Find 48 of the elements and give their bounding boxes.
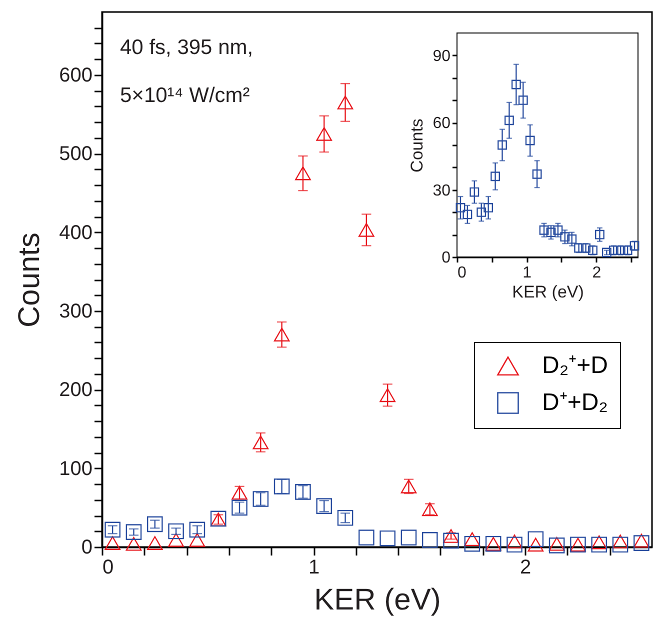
point — [616, 246, 626, 255]
point — [518, 95, 528, 105]
y-tick-label: 500 — [59, 143, 92, 166]
annotation: 40 fs, 395 nm, — [120, 36, 254, 59]
y-axis-title: Counts — [408, 118, 427, 172]
annotation: 5×10¹⁴ W/cm² — [120, 84, 250, 107]
point — [553, 225, 563, 235]
point — [525, 136, 535, 146]
y-tick-label: 600 — [59, 64, 92, 86]
point — [608, 246, 618, 255]
y-tick-label: 60 — [432, 115, 451, 132]
point — [476, 207, 486, 217]
x-tick-label: 2 — [520, 556, 532, 578]
y-tick-label: 90 — [432, 48, 451, 65]
y-axis-title: Counts — [13, 232, 46, 328]
y-tick-label: 30 — [432, 182, 451, 200]
point — [490, 172, 500, 182]
x-tick-label: 1 — [308, 556, 320, 578]
x-axis-title: KER (eV) — [512, 282, 584, 302]
y-tick-label: 400 — [59, 222, 92, 244]
x-axis-title: KER (eV) — [314, 584, 441, 616]
point — [560, 232, 570, 242]
point — [498, 140, 507, 150]
x-tick-label: 0 — [458, 264, 466, 282]
point — [588, 246, 598, 255]
legend-label: D⁺+D₂ — [542, 389, 608, 416]
point — [581, 243, 590, 253]
point — [462, 210, 472, 220]
x-tick-label: 2 — [592, 264, 602, 282]
y-tick-label: 100 — [59, 458, 92, 480]
point — [504, 116, 514, 126]
y-tick-label: 300 — [59, 300, 92, 322]
point — [595, 230, 604, 240]
legend-label: D₂⁺+D — [542, 352, 608, 379]
point — [470, 187, 480, 197]
point — [532, 169, 542, 179]
y-tick-label: 200 — [59, 379, 92, 402]
point — [546, 228, 556, 238]
point — [484, 203, 494, 212]
x-tick-label: 1 — [522, 264, 532, 282]
y-tick-label: 0 — [442, 250, 451, 266]
point — [567, 234, 577, 244]
point — [539, 225, 549, 235]
y-tick-label: 0 — [81, 536, 92, 558]
point — [622, 246, 632, 255]
point — [456, 203, 466, 212]
point — [511, 80, 521, 90]
x-tick-label: 0 — [102, 556, 114, 578]
